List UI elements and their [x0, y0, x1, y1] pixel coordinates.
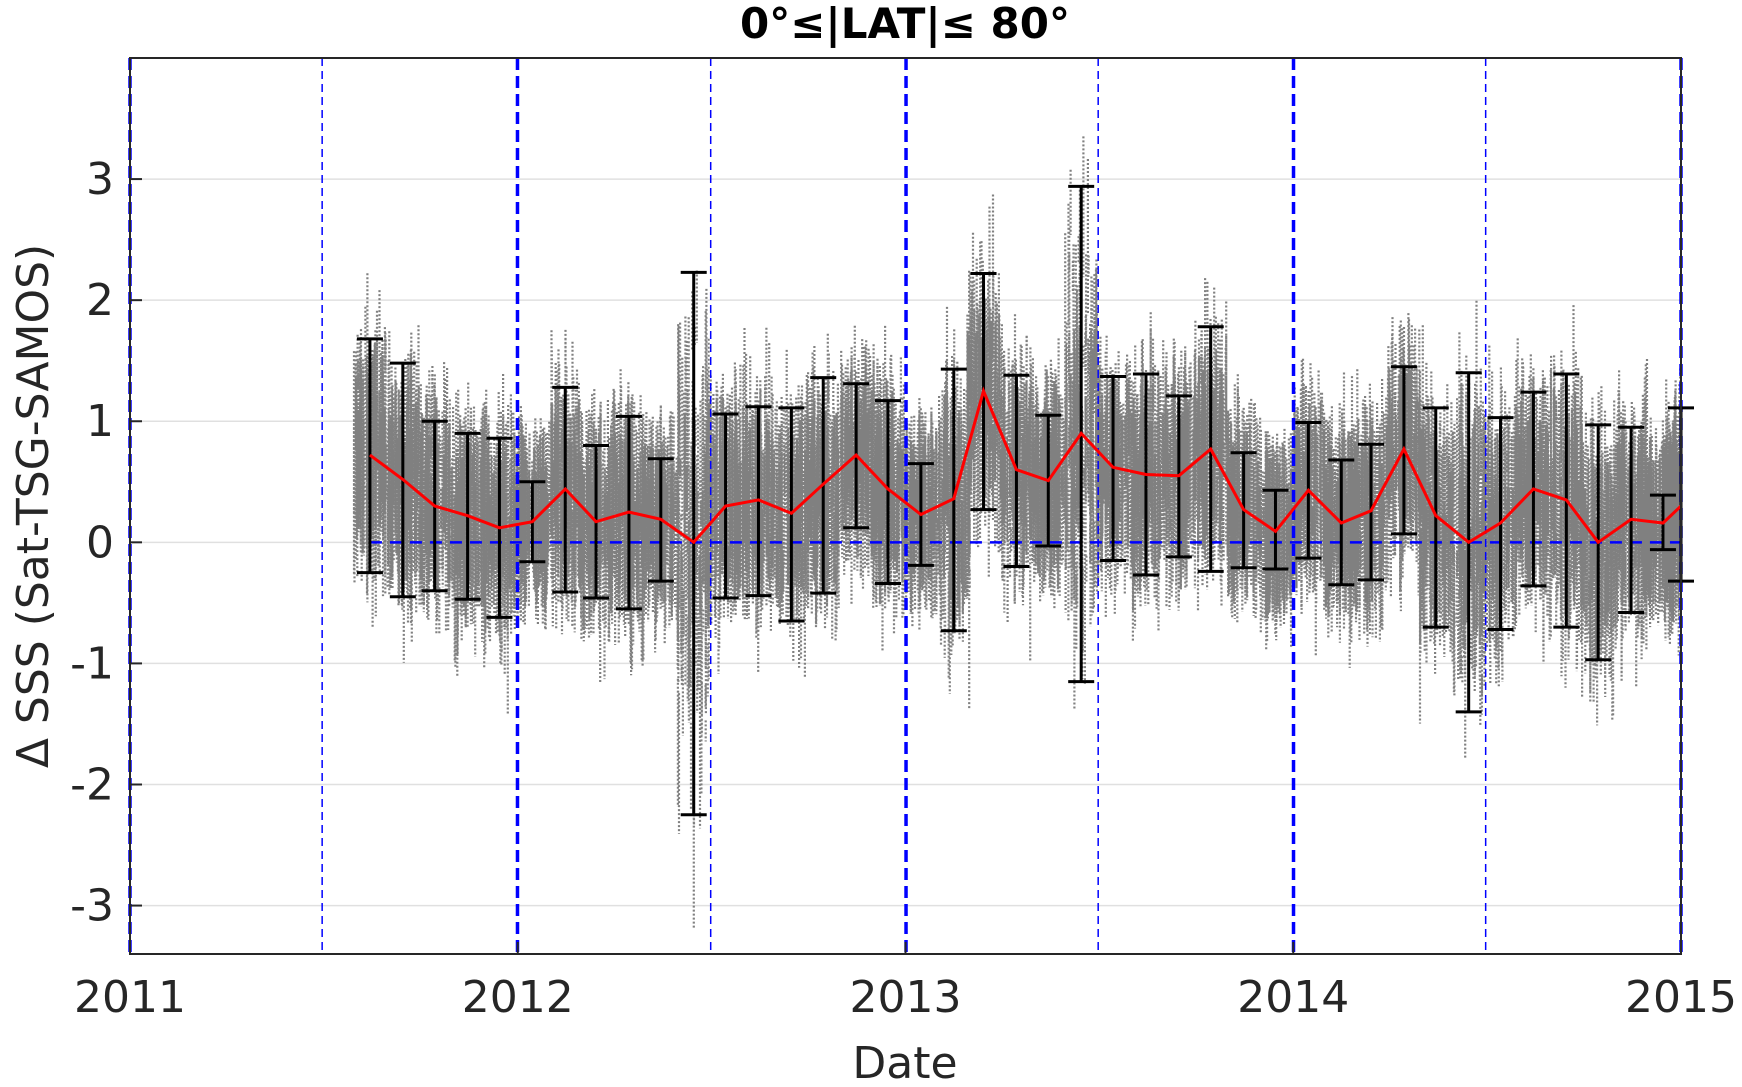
mean-line — [369, 386, 1683, 545]
y-tick-label: 1 — [86, 396, 114, 447]
y-axis: -3 -2 -1 0 1 2 3 — [70, 154, 142, 932]
y-tick-label: 0 — [86, 517, 114, 568]
error-bar — [874, 399, 901, 585]
y-tick-label: -1 — [70, 638, 114, 689]
y-tick-label: 3 — [86, 154, 114, 205]
y-axis-label: Δ SSS (Sat-TSG-SAMOS) — [8, 244, 59, 768]
y-tick-label: -3 — [70, 881, 114, 932]
x-tick-label: 2012 — [462, 972, 574, 1023]
x-tick-label: 2015 — [1625, 972, 1737, 1023]
x-axis: 2011 2012 2013 2014 2015 — [74, 942, 1737, 1023]
x-axis-label: Date — [852, 1038, 957, 1087]
x-tick-label: 2013 — [850, 972, 962, 1023]
x-tick-label: 2011 — [74, 972, 186, 1023]
mean-series-line — [369, 386, 1683, 545]
x-tick-label: 2014 — [1237, 972, 1349, 1023]
y-tick-label: -2 — [70, 759, 114, 810]
plot-area — [128, 57, 1694, 955]
chart-title: 0°≤|LAT|≤ 80° — [740, 0, 1070, 48]
scatter-cloud — [352, 136, 1682, 929]
scatter-points — [352, 136, 1682, 929]
y-tick-label: 2 — [86, 275, 114, 326]
